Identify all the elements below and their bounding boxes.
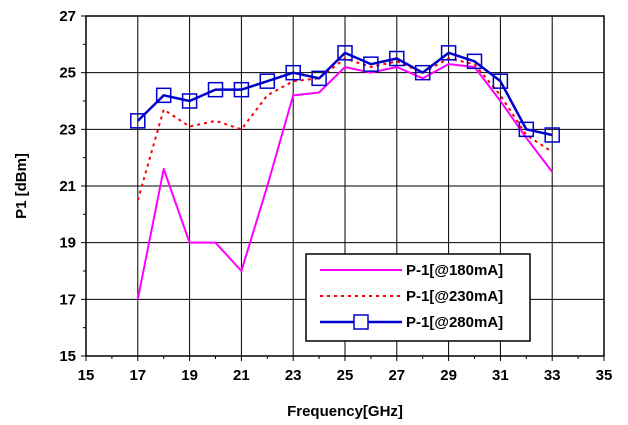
x-axis-title: Frequency[GHz] [287,403,403,420]
y-tick-label: 23 [59,121,76,138]
data-point-marker [389,50,405,67]
tick-labels: 15 17 19 21 23 25 27 29 31 33 35 15 17 19 21 23 25 27 [59,8,612,384]
x-tick-label: 35 [596,367,613,384]
legend-label: P-1[@230mA] [406,288,503,305]
legend: P-1[@180mA] P-1[@230mA] P-1[@280mA] [305,253,531,342]
series-layer [130,45,560,300]
plot-frame [81,15,605,361]
series-line [136,51,553,137]
x-tick-label: 27 [388,367,405,384]
y-tick-label: 15 [59,348,76,365]
x-tick-label: 19 [181,367,198,384]
data-point-marker [337,45,353,61]
series-2 [136,57,553,201]
x-tick-label: 23 [285,367,302,384]
y-tick-label: 25 [59,65,76,82]
x-tick-label: 21 [233,367,250,384]
y-tick-label: 17 [59,291,76,308]
x-tick-label: 15 [78,367,95,384]
legend-swatch-marker [353,314,369,330]
series-3 [130,45,560,143]
data-point-marker [544,127,560,143]
x-tick-label: 33 [544,367,561,384]
x-tick-label: 25 [337,367,354,384]
y-tick-label: 27 [59,8,76,25]
data-point-marker [492,73,509,89]
data-point-marker [130,113,146,129]
y-axis-title: P1 [dBm] [13,153,30,219]
data-point-marker [285,64,301,81]
y-tick-label: 19 [59,235,76,252]
data-point-marker [440,45,457,61]
y-tick-label: 21 [59,178,76,195]
data-point-marker [155,87,172,104]
data-point-marker [181,93,198,109]
legend-box [305,253,531,342]
legend-label: P-1[@280mA] [406,314,503,331]
x-tick-label: 29 [440,367,457,384]
series-line [136,57,553,201]
data-point-marker [207,81,224,98]
data-point-marker [414,64,431,81]
x-tick-label: 31 [492,367,509,384]
series-1 [136,63,553,300]
data-point-marker [259,73,276,89]
x-tick-label: 17 [129,367,146,384]
series-line [136,63,553,300]
data-point-marker [518,121,535,138]
legend-label: P-1[@180mA] [406,262,503,279]
data-point-marker [233,81,250,98]
data-point-marker [311,70,327,87]
data-point-marker [363,56,379,72]
plot-border [85,15,605,357]
data-point-marker [466,53,483,70]
grid [86,16,604,356]
